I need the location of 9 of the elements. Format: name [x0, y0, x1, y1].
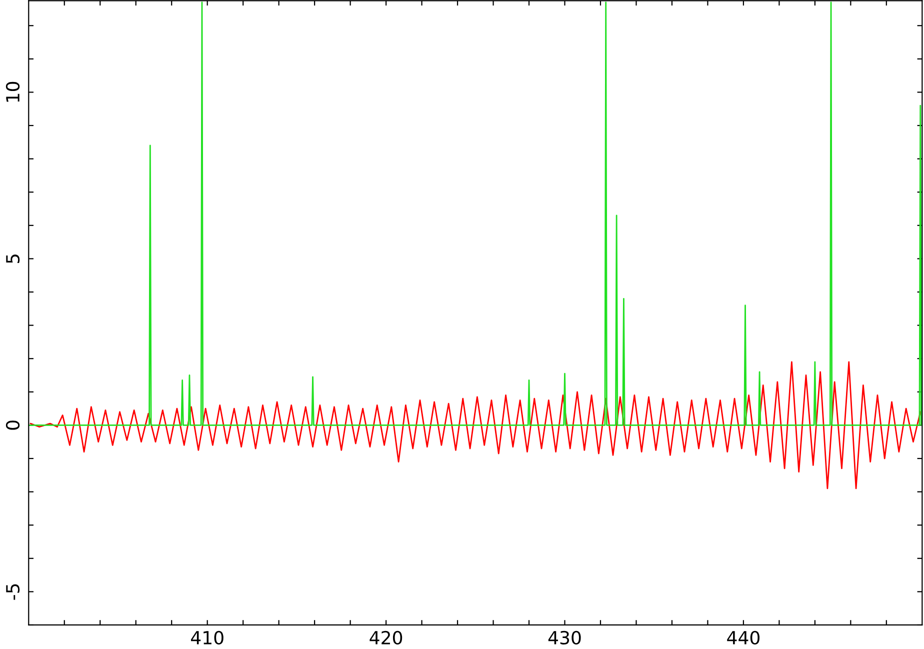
y-tick-label: 5 [6, 254, 20, 264]
line-series [30, 361, 922, 490]
y-tick-label: -5 [6, 584, 20, 600]
y-tick-label: 10 [6, 82, 20, 102]
x-tick-label: 420 [370, 630, 402, 645]
x-tick-label: 440 [727, 630, 760, 645]
x-tick-label: 410 [190, 630, 224, 645]
y-tick-label: 0 [6, 420, 20, 430]
x-tick-label: 430 [548, 630, 581, 645]
